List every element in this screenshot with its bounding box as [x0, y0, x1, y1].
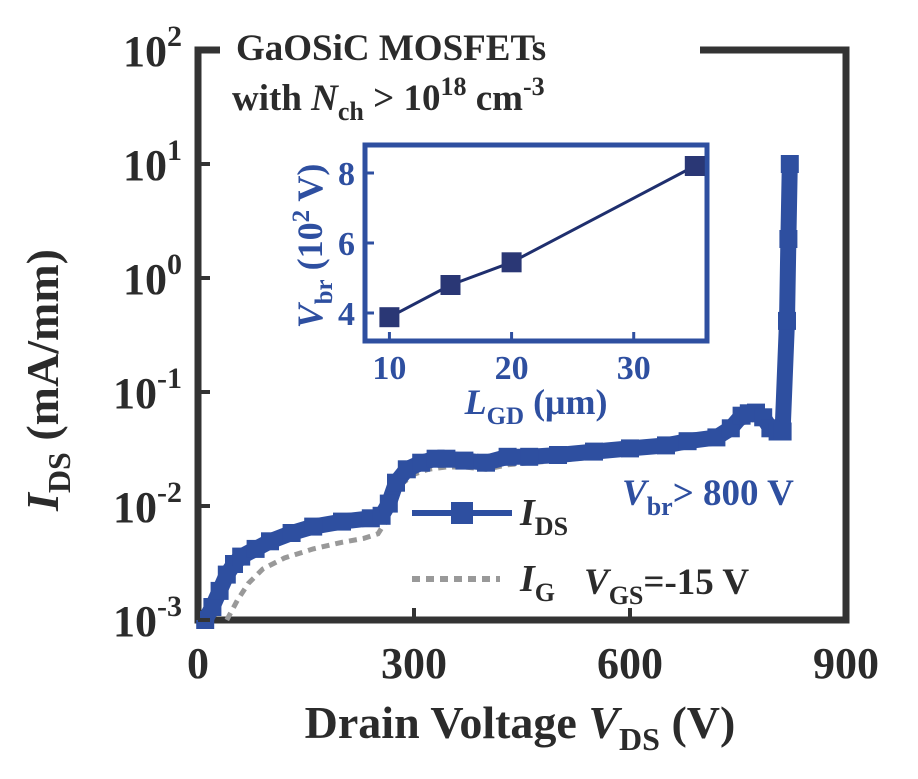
ids-point: [477, 453, 495, 472]
y-tick-label: 101: [123, 134, 182, 190]
inset-frame: [362, 142, 710, 344]
ids-point: [203, 598, 222, 616]
inset-y-tick-label: 4: [338, 296, 355, 333]
chart-title-line2: with Nch > 1018 cm-3: [232, 72, 545, 126]
ids-point: [678, 432, 697, 451]
inset-y-tick-label: 8: [338, 156, 355, 193]
y-tick-label: 100: [123, 248, 182, 304]
inset-x-tick-label: 10: [372, 350, 406, 387]
ids-point: [520, 447, 539, 466]
y-tick-label: 10-2: [113, 476, 182, 532]
ids-point: [397, 460, 416, 479]
inset-x-tick-label: 20: [495, 350, 529, 387]
x-tick-label: 0: [187, 639, 209, 688]
y-axis-title: IDS (mA/mm): [17, 249, 77, 512]
inset-y-tick-label: 6: [338, 226, 355, 263]
ids-point: [232, 547, 251, 566]
ids-point: [437, 449, 456, 468]
ids-point: [210, 581, 229, 600]
title-background: [220, 28, 700, 128]
x-tick-label: 900: [813, 639, 879, 688]
x-axis-title: Drain Voltage VDS (V): [305, 697, 736, 757]
inset-point: [379, 307, 400, 328]
ids-point: [657, 436, 675, 455]
ids-point: [246, 539, 265, 558]
ids-point: [779, 230, 798, 248]
ids-point: [304, 517, 323, 536]
ids-point: [261, 532, 279, 551]
x-tick-label: 600: [597, 639, 663, 688]
vbr-annotation: Vbr> 800 V: [622, 473, 794, 521]
chart-title-line1: GaOSiC MOSFETs: [236, 28, 546, 69]
vgs-annotation: VGS=-15 V: [584, 562, 749, 610]
inset-series-line: [388, 164, 696, 319]
ids-point: [585, 442, 603, 461]
ids-point: [379, 494, 398, 513]
y-tick-label: 102: [123, 20, 182, 76]
ids-point: [707, 428, 726, 447]
inset-chart: 10 20 30 4 6 8 LGD (μm) Vbr (102 V): [288, 142, 710, 430]
x-tick-label: 300: [381, 639, 447, 688]
legend-label-ig: IG: [519, 558, 555, 607]
ids-point: [455, 451, 474, 470]
legend-label-ids: IDS: [519, 492, 568, 541]
inset-x-tick-label: 30: [617, 350, 651, 387]
ids-point: [549, 446, 567, 464]
ids-point: [333, 512, 351, 531]
inset-y-axis-title: Vbr (102 V): [288, 164, 338, 329]
ids-point: [778, 311, 796, 330]
ids-point: [780, 155, 799, 173]
ids-point: [621, 439, 639, 458]
ids-point: [498, 447, 517, 466]
legend: IDS IG: [412, 492, 568, 607]
y-tick-label: 10-1: [113, 362, 182, 418]
y-tick-label: 10-3: [113, 590, 182, 646]
legend-marker-ids: [451, 502, 473, 524]
ids-point: [412, 453, 431, 472]
inset-point: [684, 156, 705, 176]
inset-point: [440, 275, 461, 295]
ids-point: [282, 524, 301, 542]
inset-x-axis-title: LGD (μm): [464, 382, 608, 430]
inset-point: [501, 252, 522, 273]
ids-point: [773, 422, 792, 441]
